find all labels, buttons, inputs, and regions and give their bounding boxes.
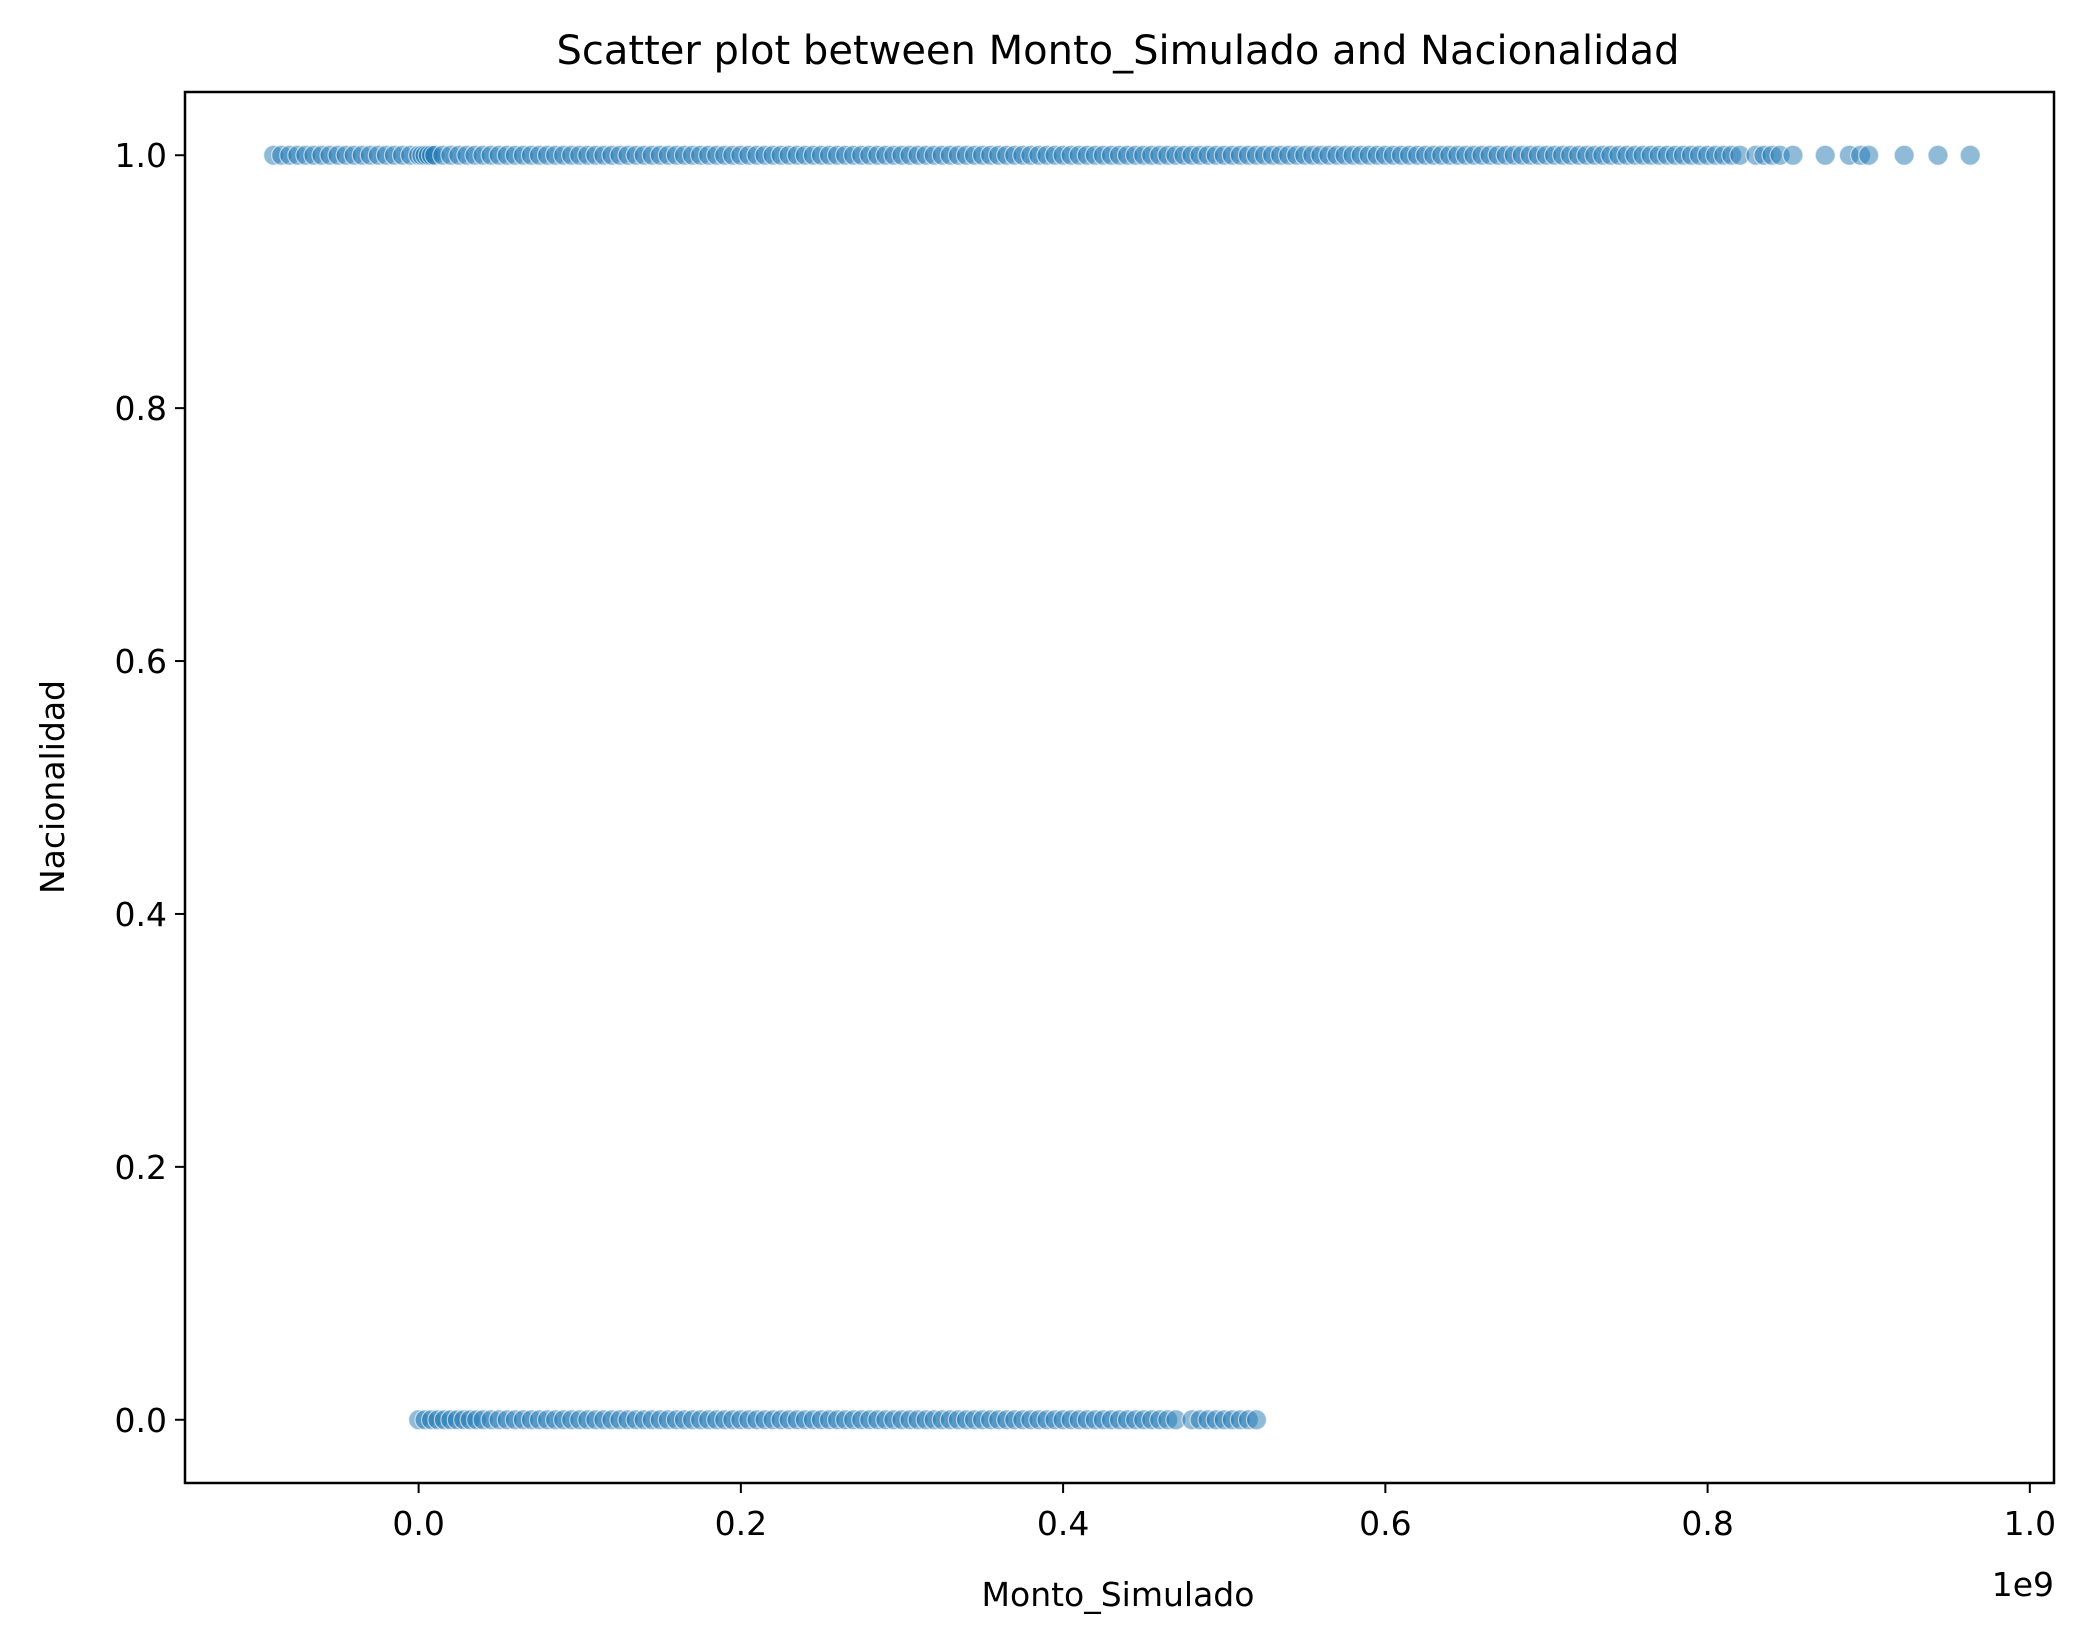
points-layer xyxy=(263,144,1981,1431)
chart-title: Scatter plot between Monto_Simulado and … xyxy=(557,28,1680,74)
y-axis: 0.0 0.2 0.4 0.6 0.8 1.0 xyxy=(115,136,185,1440)
scatter-point xyxy=(1814,144,1836,166)
y-tick-label: 0.2 xyxy=(115,1148,167,1187)
scatter-point xyxy=(1959,144,1981,166)
x-tick-label: 0.8 xyxy=(1681,1504,1733,1543)
x-tick-label: 0.2 xyxy=(715,1504,767,1543)
scatter-point xyxy=(1245,1409,1268,1431)
x-tick-label: 0.6 xyxy=(1359,1504,1411,1543)
scatter-point xyxy=(1858,144,1880,166)
x-tick-label: 1.0 xyxy=(2004,1504,2056,1543)
scatter-point xyxy=(1782,144,1804,166)
x-axis-label: Monto_Simulado xyxy=(982,1575,1255,1614)
y-axis-label: Nacionalidad xyxy=(33,680,72,894)
axes-frame xyxy=(183,90,2056,1485)
x-axis-offset-label: 1e9 xyxy=(1992,1565,2054,1604)
y-tick-label: 1.0 xyxy=(115,136,167,175)
plot-area xyxy=(183,90,2056,1485)
y-tick-label: 0.8 xyxy=(115,389,167,428)
x-tick-label: 0.4 xyxy=(1037,1504,1089,1543)
x-axis: 0.0 0.2 0.4 0.6 0.8 1.0 xyxy=(392,1483,2056,1543)
scatter-point xyxy=(1927,144,1949,166)
x-tick-label: 0.0 xyxy=(392,1504,444,1543)
y-tick-label: 0.0 xyxy=(115,1401,167,1440)
scatter-point xyxy=(1893,144,1915,166)
y-tick-label: 0.6 xyxy=(115,642,167,681)
y-tick-label: 0.4 xyxy=(115,895,167,934)
